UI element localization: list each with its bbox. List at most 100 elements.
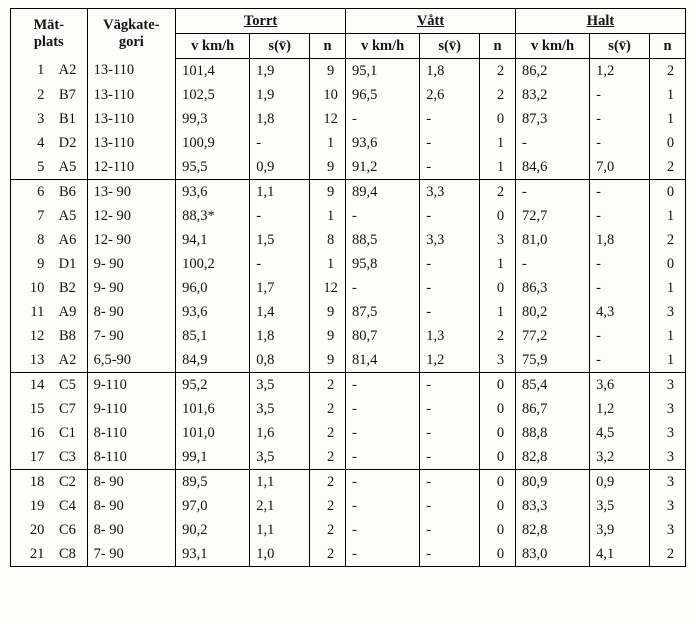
cell-halt-n: 3 bbox=[650, 518, 686, 542]
table-row: 18C28- 9089,51,12--080,90,93 bbox=[11, 470, 686, 495]
cell-halt-n: 3 bbox=[650, 470, 686, 495]
cell-halt-n: 3 bbox=[650, 445, 686, 470]
cell-torrt-v: 102,5 bbox=[176, 83, 250, 107]
cell-halt-s: 3,2 bbox=[590, 445, 650, 470]
cell-vatt-v: - bbox=[346, 421, 420, 445]
cell-vatt-s: - bbox=[420, 155, 480, 180]
cell-halt-v: 86,7 bbox=[515, 397, 589, 421]
cell-no: 14 bbox=[11, 373, 47, 398]
cell-halt-n: 1 bbox=[650, 83, 686, 107]
cell-vatt-v: 81,4 bbox=[346, 348, 420, 373]
cell-torrt-v: 93,6 bbox=[176, 300, 250, 324]
cell-torrt-v: 99,1 bbox=[176, 445, 250, 470]
cell-halt-v: 82,8 bbox=[515, 518, 589, 542]
cell-code: C8 bbox=[46, 542, 87, 567]
cell-torrt-v: 93,1 bbox=[176, 542, 250, 567]
cell-torrt-n: 10 bbox=[310, 83, 346, 107]
cell-halt-s: 3,5 bbox=[590, 494, 650, 518]
cell-vatt-n: 3 bbox=[480, 348, 516, 373]
cell-vatt-n: 2 bbox=[480, 83, 516, 107]
cell-halt-v: 86,2 bbox=[515, 59, 589, 84]
group-halt: Halt bbox=[515, 9, 685, 34]
table-row: 12B87- 9085,11,8980,71,3277,2-1 bbox=[11, 324, 686, 348]
cell-torrt-s: 1,8 bbox=[250, 324, 310, 348]
cell-halt-s: 1,2 bbox=[590, 397, 650, 421]
cell-torrt-v: 85,1 bbox=[176, 324, 250, 348]
col-torrt-s: s(v̄) bbox=[250, 34, 310, 59]
cell-halt-s: - bbox=[590, 252, 650, 276]
cell-halt-n: 1 bbox=[650, 107, 686, 131]
cell-vatt-v: 88,5 bbox=[346, 228, 420, 252]
cell-no: 10 bbox=[11, 276, 47, 300]
cell-halt-s: 0,9 bbox=[590, 470, 650, 495]
cell-torrt-v: 100,9 bbox=[176, 131, 250, 155]
cell-halt-v: - bbox=[515, 180, 589, 205]
cell-torrt-s: - bbox=[250, 252, 310, 276]
cell-halt-n: 1 bbox=[650, 276, 686, 300]
cell-vatt-v: - bbox=[346, 518, 420, 542]
cell-vatt-n: 0 bbox=[480, 470, 516, 495]
cell-code: C2 bbox=[46, 470, 87, 495]
table-row: 19C48- 9097,02,12--083,33,53 bbox=[11, 494, 686, 518]
cell-torrt-v: 96,0 bbox=[176, 276, 250, 300]
cell-halt-v: 85,4 bbox=[515, 373, 589, 398]
cell-vatt-s: - bbox=[420, 470, 480, 495]
cell-halt-n: 2 bbox=[650, 228, 686, 252]
cell-code: B1 bbox=[46, 107, 87, 131]
cell-vatt-n: 0 bbox=[480, 445, 516, 470]
cell-halt-v: 86,3 bbox=[515, 276, 589, 300]
cell-torrt-v: 101,0 bbox=[176, 421, 250, 445]
cell-halt-s: - bbox=[590, 204, 650, 228]
cell-vk: 13-110 bbox=[87, 59, 176, 84]
cell-halt-v: 82,8 bbox=[515, 445, 589, 470]
cell-vk: 6,5-90 bbox=[87, 348, 176, 373]
cell-vatt-s: 1,3 bbox=[420, 324, 480, 348]
table-body: 1A213-110101,41,9995,11,8286,21,222B713-… bbox=[11, 59, 686, 567]
col-vatt-n: n bbox=[480, 34, 516, 59]
cell-vk: 8- 90 bbox=[87, 470, 176, 495]
cell-torrt-n: 12 bbox=[310, 276, 346, 300]
cell-halt-v: 83,2 bbox=[515, 83, 589, 107]
group-vatt: Vått bbox=[346, 9, 516, 34]
cell-no: 1 bbox=[11, 59, 47, 84]
cell-code: C4 bbox=[46, 494, 87, 518]
cell-vatt-s: 1,8 bbox=[420, 59, 480, 84]
cell-vatt-s: - bbox=[420, 542, 480, 567]
cell-vk: 8-110 bbox=[87, 421, 176, 445]
cell-halt-n: 1 bbox=[650, 204, 686, 228]
cell-vk: 13-110 bbox=[87, 131, 176, 155]
cell-vk: 12- 90 bbox=[87, 228, 176, 252]
cell-vatt-v: - bbox=[346, 204, 420, 228]
cell-vatt-s: - bbox=[420, 518, 480, 542]
cell-vk: 9-110 bbox=[87, 397, 176, 421]
cell-torrt-n: 9 bbox=[310, 180, 346, 205]
cell-halt-s: - bbox=[590, 107, 650, 131]
cell-halt-v: - bbox=[515, 252, 589, 276]
cell-code: A9 bbox=[46, 300, 87, 324]
cell-vk: 7- 90 bbox=[87, 324, 176, 348]
cell-vatt-v: 89,4 bbox=[346, 180, 420, 205]
cell-no: 7 bbox=[11, 204, 47, 228]
table-row: 5A512-11095,50,9991,2-184,67,02 bbox=[11, 155, 686, 180]
cell-torrt-v: 88,3* bbox=[176, 204, 250, 228]
cell-vatt-n: 1 bbox=[480, 252, 516, 276]
cell-halt-n: 0 bbox=[650, 180, 686, 205]
cell-vatt-n: 1 bbox=[480, 131, 516, 155]
col-torrt-v: v km/h bbox=[176, 34, 250, 59]
cell-halt-v: 83,3 bbox=[515, 494, 589, 518]
table-row: 8A612- 9094,11,5888,53,3381,01,82 bbox=[11, 228, 686, 252]
cell-torrt-n: 2 bbox=[310, 494, 346, 518]
cell-no: 20 bbox=[11, 518, 47, 542]
cell-torrt-n: 9 bbox=[310, 348, 346, 373]
cell-vatt-s: - bbox=[420, 445, 480, 470]
cell-vatt-n: 0 bbox=[480, 373, 516, 398]
cell-halt-n: 3 bbox=[650, 397, 686, 421]
cell-no: 2 bbox=[11, 83, 47, 107]
cell-no: 13 bbox=[11, 348, 47, 373]
cell-no: 16 bbox=[11, 421, 47, 445]
cell-code: C5 bbox=[46, 373, 87, 398]
cell-halt-n: 3 bbox=[650, 300, 686, 324]
col-vatt-s: s(v̄) bbox=[420, 34, 480, 59]
cell-torrt-v: 101,6 bbox=[176, 397, 250, 421]
cell-vk: 13- 90 bbox=[87, 180, 176, 205]
